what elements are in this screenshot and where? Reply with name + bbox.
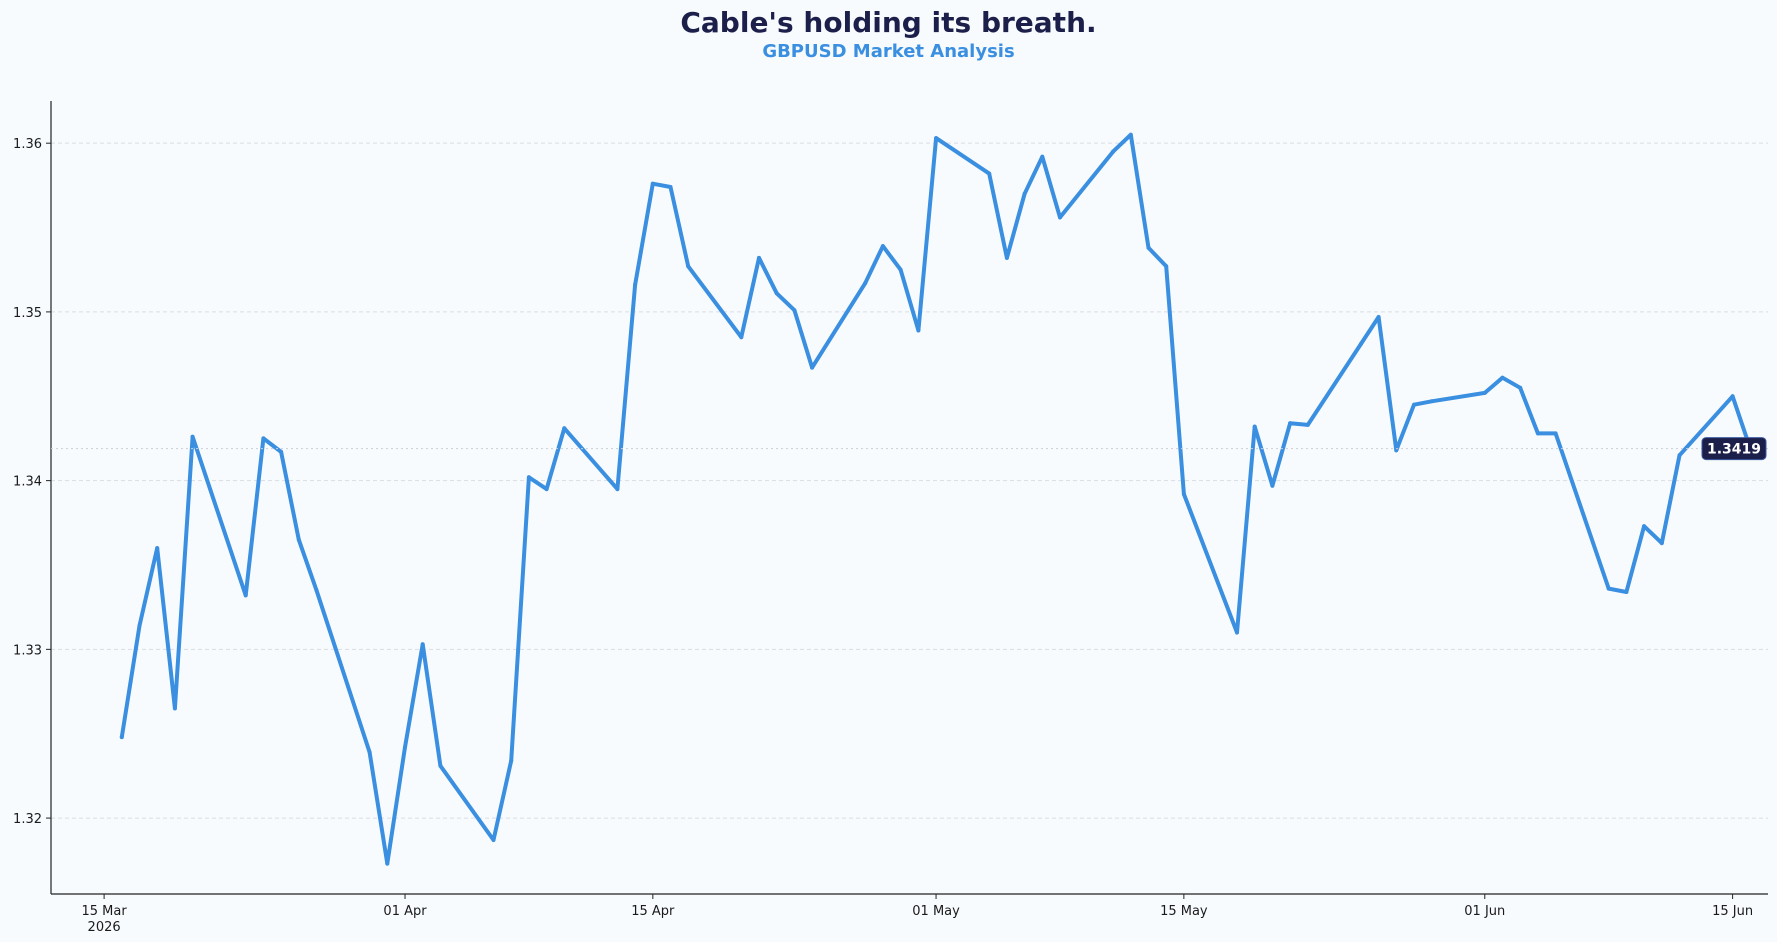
x-tick-label: 01 Apr xyxy=(383,904,427,919)
data-point xyxy=(792,308,797,313)
data-point xyxy=(562,426,567,431)
data-point xyxy=(1128,132,1133,137)
data-point xyxy=(296,537,301,542)
data-point xyxy=(1270,483,1275,488)
y-ticks: 1.32 1.33 1.34 1.35 1.36 xyxy=(13,137,51,827)
data-point xyxy=(137,623,142,628)
data-point xyxy=(279,449,284,454)
data-point xyxy=(1058,215,1062,220)
y-tick-label: 1.36 xyxy=(13,137,42,152)
data-point xyxy=(633,282,638,287)
data-point xyxy=(190,434,195,439)
data-point xyxy=(774,291,779,296)
data-point xyxy=(403,745,407,750)
y-tick-label: 1.35 xyxy=(13,306,42,321)
data-point xyxy=(172,706,177,711)
data-point xyxy=(1412,402,1416,407)
chart-title: Cable's holding its breath. xyxy=(680,6,1097,39)
data-point xyxy=(668,185,673,189)
data-point xyxy=(916,328,921,333)
data-point xyxy=(934,136,939,141)
y-tick-label: 1.33 xyxy=(13,643,42,658)
data-point xyxy=(1394,448,1399,453)
data-point xyxy=(1677,453,1682,458)
data-point xyxy=(1624,590,1629,594)
data-point xyxy=(987,171,992,176)
last-value-label: 1.3419 xyxy=(1707,442,1761,458)
y-tick-label: 1.32 xyxy=(13,812,42,827)
data-point xyxy=(1040,154,1045,159)
title-block: Cable's holding its breath. GBPUSD Marke… xyxy=(0,0,1777,64)
last-value-badge-bg xyxy=(1701,437,1767,461)
data-point xyxy=(1111,149,1116,154)
data-point xyxy=(1358,342,1363,346)
data-point xyxy=(261,436,266,441)
data-point xyxy=(650,181,655,186)
grid-lines xyxy=(51,142,1768,819)
y-tick-label: 1.34 xyxy=(13,475,42,490)
data-point xyxy=(1164,264,1169,269)
chart-subtitle: GBPUSD Market Analysis xyxy=(762,41,1015,62)
data-point xyxy=(1004,255,1009,260)
data-point xyxy=(1482,390,1487,395)
data-point xyxy=(757,255,761,260)
axes xyxy=(50,101,1768,895)
x-tick-label: 15 Apr xyxy=(631,904,675,919)
data-point xyxy=(880,244,885,249)
x-tick-label: 01 May xyxy=(912,904,960,919)
data-point xyxy=(1235,630,1239,635)
x-tick-label: 15 May xyxy=(1160,904,1208,919)
data-point xyxy=(1429,399,1434,404)
data-point xyxy=(526,475,531,480)
data-point xyxy=(1518,385,1523,390)
data-point xyxy=(1376,315,1381,319)
data-point xyxy=(1535,431,1540,436)
data-point xyxy=(544,487,549,492)
x-tick-label: 01 Jun xyxy=(1464,904,1505,919)
data-point xyxy=(1659,541,1664,546)
x-tick-label: 15 Jun xyxy=(1712,904,1753,919)
data-point xyxy=(385,861,390,866)
x-tick-label: 15 Mar xyxy=(82,904,128,919)
x-tick-sublabel: 2026 xyxy=(88,920,121,935)
data-point xyxy=(1305,422,1310,427)
data-point xyxy=(438,763,443,768)
data-point xyxy=(155,546,160,551)
series-layer xyxy=(119,132,1753,866)
data-point xyxy=(1288,421,1293,426)
data-point xyxy=(1730,394,1735,399)
data-point xyxy=(420,642,425,647)
data-point xyxy=(1181,492,1186,497)
last-value-badge: 1.3419 xyxy=(51,437,1768,461)
data-point xyxy=(739,335,744,340)
data-point xyxy=(863,281,868,286)
data-point xyxy=(491,838,496,842)
data-point xyxy=(314,588,319,593)
data-point xyxy=(243,593,248,598)
data-point xyxy=(367,750,372,755)
data-point xyxy=(1553,431,1558,436)
data-point xyxy=(509,758,514,763)
price-series-line xyxy=(119,132,1753,866)
data-point xyxy=(686,264,691,269)
data-point xyxy=(1606,586,1611,591)
data-point xyxy=(119,735,124,740)
data-point xyxy=(1642,524,1647,529)
data-point xyxy=(1252,424,1257,429)
data-point xyxy=(1500,375,1505,380)
data-point xyxy=(898,267,903,272)
data-point xyxy=(1146,245,1151,250)
data-point xyxy=(615,487,620,492)
data-point xyxy=(1022,191,1027,196)
data-point xyxy=(810,365,815,370)
